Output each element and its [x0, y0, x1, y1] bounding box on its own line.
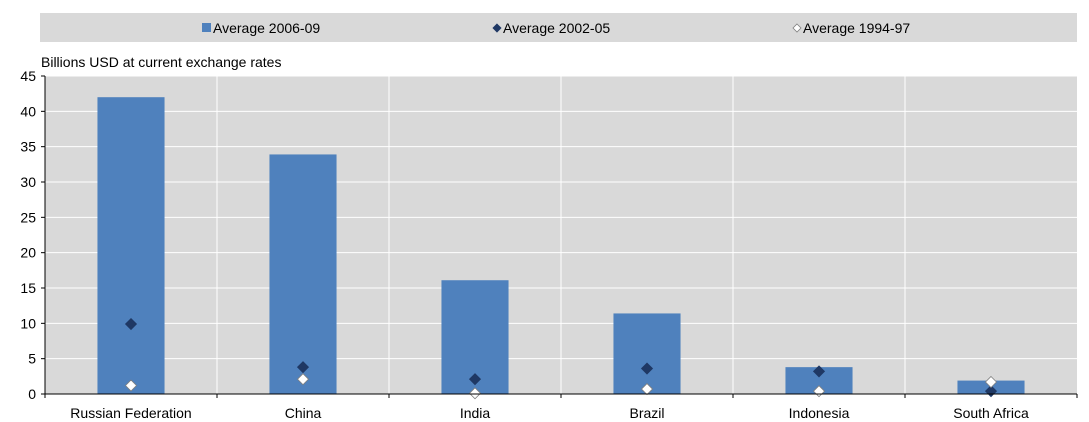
y-tick-label: 25 [20, 209, 36, 225]
bars [97, 97, 1025, 394]
y-axis-label: Billions USD at current exchange rates [41, 54, 281, 70]
diamond-marker [296, 361, 310, 374]
y-tick-label: 35 [20, 139, 36, 155]
x-tick-label: India [460, 405, 491, 421]
x-tick-label: Russian Federation [70, 405, 191, 421]
markers [124, 317, 998, 400]
diamond-marker [640, 362, 654, 375]
legend-label: Average 1994-97 [803, 20, 910, 36]
legend-label: Average 2002-05 [503, 20, 610, 36]
y-tick-label: 30 [20, 174, 36, 190]
x-tick-label: Indonesia [789, 405, 850, 421]
legend-item: Average 2002-05 [492, 20, 610, 36]
y-tick-label: 40 [20, 103, 36, 119]
legend-swatch [202, 23, 211, 32]
bar [269, 154, 337, 394]
x-tick-label: Brazil [629, 405, 664, 421]
y-tick-label: 45 [20, 68, 36, 84]
diamond-marker [468, 387, 482, 400]
diamond-marker [468, 373, 482, 386]
y-tick-label: 10 [20, 315, 36, 331]
legend-swatch [492, 23, 502, 33]
y-tick-label: 20 [20, 245, 36, 261]
legend-item: Average 2006-09 [202, 20, 320, 36]
y-axis-ticks: 0 5 10 15 20 25 30 35 40 45 [20, 68, 45, 402]
legend-swatch [792, 23, 802, 33]
legend-label: Average 2006-09 [213, 20, 320, 36]
x-tick-label: China [285, 405, 322, 421]
x-tick-label: South Africa [953, 405, 1029, 421]
x-axis-ticks: Russian Federation China India Brazil Indone… [44, 394, 1078, 421]
diamond-marker [812, 365, 826, 378]
diamond-marker [640, 382, 654, 396]
legend-item: Average 1994-97 [792, 20, 910, 36]
gridlines [45, 75, 1077, 394]
legend-background [40, 13, 1077, 42]
diamond-marker [124, 317, 138, 331]
y-tick-label: 0 [28, 386, 36, 402]
y-tick-label: 15 [20, 280, 36, 296]
bar [613, 313, 681, 394]
diamond-marker [984, 375, 998, 389]
y-tick-label: 5 [28, 351, 36, 367]
bar [97, 97, 165, 394]
diamond-marker [296, 373, 310, 386]
legend: Average 2006-09 Average 2002-05 Average 19… [202, 20, 910, 36]
diamond-marker [124, 379, 138, 392]
